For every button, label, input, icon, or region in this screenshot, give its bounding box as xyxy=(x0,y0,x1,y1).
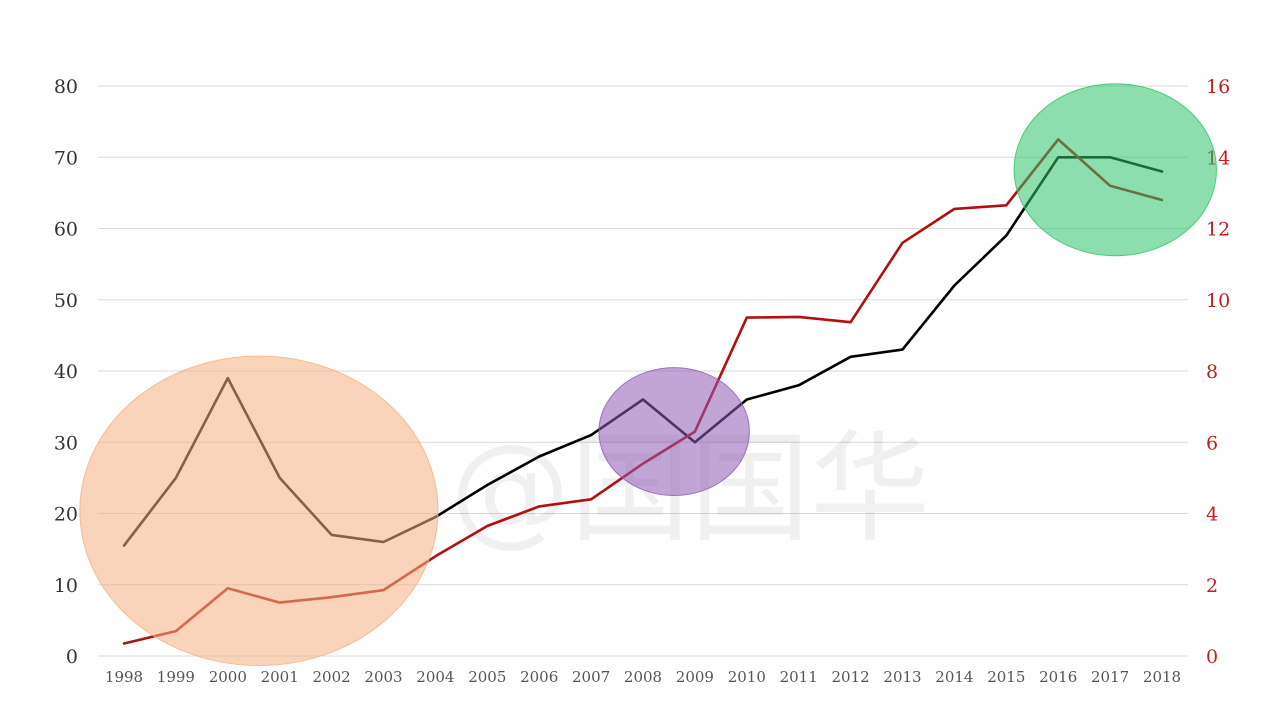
left-y-tick-label: 60 xyxy=(54,219,78,241)
x-tick-label: 2015 xyxy=(987,668,1025,686)
x-tick-label: 2018 xyxy=(1143,668,1181,686)
highlight-circle xyxy=(598,367,750,497)
x-axis: 1998 1999 2000 2001 2002 2003 2004 2005 2006 2007… xyxy=(105,668,1181,686)
x-tick-label: 1998 xyxy=(105,668,143,686)
x-tick-label: 2017 xyxy=(1091,668,1129,686)
left-y-tick-label: 50 xyxy=(54,290,78,312)
left-y-tick-label: 20 xyxy=(54,504,78,526)
left-y-tick-label: 30 xyxy=(54,432,78,454)
x-tick-label: 2014 xyxy=(935,668,973,686)
x-tick-label: 2006 xyxy=(520,668,558,686)
right-y-tick-label: 6 xyxy=(1206,432,1218,454)
x-tick-label: 2003 xyxy=(364,668,402,686)
left-y-tick-label: 70 xyxy=(54,147,78,169)
highlight-circle xyxy=(1013,83,1217,257)
x-tick-label: 2011 xyxy=(780,668,818,686)
x-tick-label: 2010 xyxy=(728,668,766,686)
left-y-tick-label: 80 xyxy=(54,76,78,98)
x-tick-label: 2005 xyxy=(468,668,506,686)
x-tick-label: 2007 xyxy=(572,668,610,686)
x-tick-label: 2012 xyxy=(832,668,870,686)
x-tick-label: 2016 xyxy=(1039,668,1077,686)
right-y-tick-label: 12 xyxy=(1206,219,1230,241)
right-y-tick-label: 4 xyxy=(1206,504,1218,526)
x-tick-label: 2000 xyxy=(209,668,247,686)
highlight-circles xyxy=(79,83,1217,667)
right-y-tick-label: 16 xyxy=(1206,76,1230,98)
right-y-tick-label: 0 xyxy=(1206,646,1218,668)
x-tick-label: 2004 xyxy=(416,668,454,686)
left-y-axis: 0 10 20 30 40 50 60 70 80 xyxy=(54,76,78,668)
highlight-circle xyxy=(79,355,439,667)
x-tick-label: 2009 xyxy=(676,668,714,686)
x-tick-label: 2008 xyxy=(624,668,662,686)
right-y-tick-label: 8 xyxy=(1206,361,1218,383)
x-tick-label: 2001 xyxy=(261,668,299,686)
x-tick-label: 2002 xyxy=(313,668,351,686)
left-y-tick-label: 40 xyxy=(54,361,78,383)
left-y-tick-label: 0 xyxy=(66,646,78,668)
left-y-tick-label: 10 xyxy=(54,575,78,597)
x-tick-label: 1999 xyxy=(157,668,195,686)
right-y-tick-label: 2 xyxy=(1206,575,1218,597)
x-tick-label: 2013 xyxy=(883,668,921,686)
right-y-tick-label: 10 xyxy=(1206,290,1230,312)
